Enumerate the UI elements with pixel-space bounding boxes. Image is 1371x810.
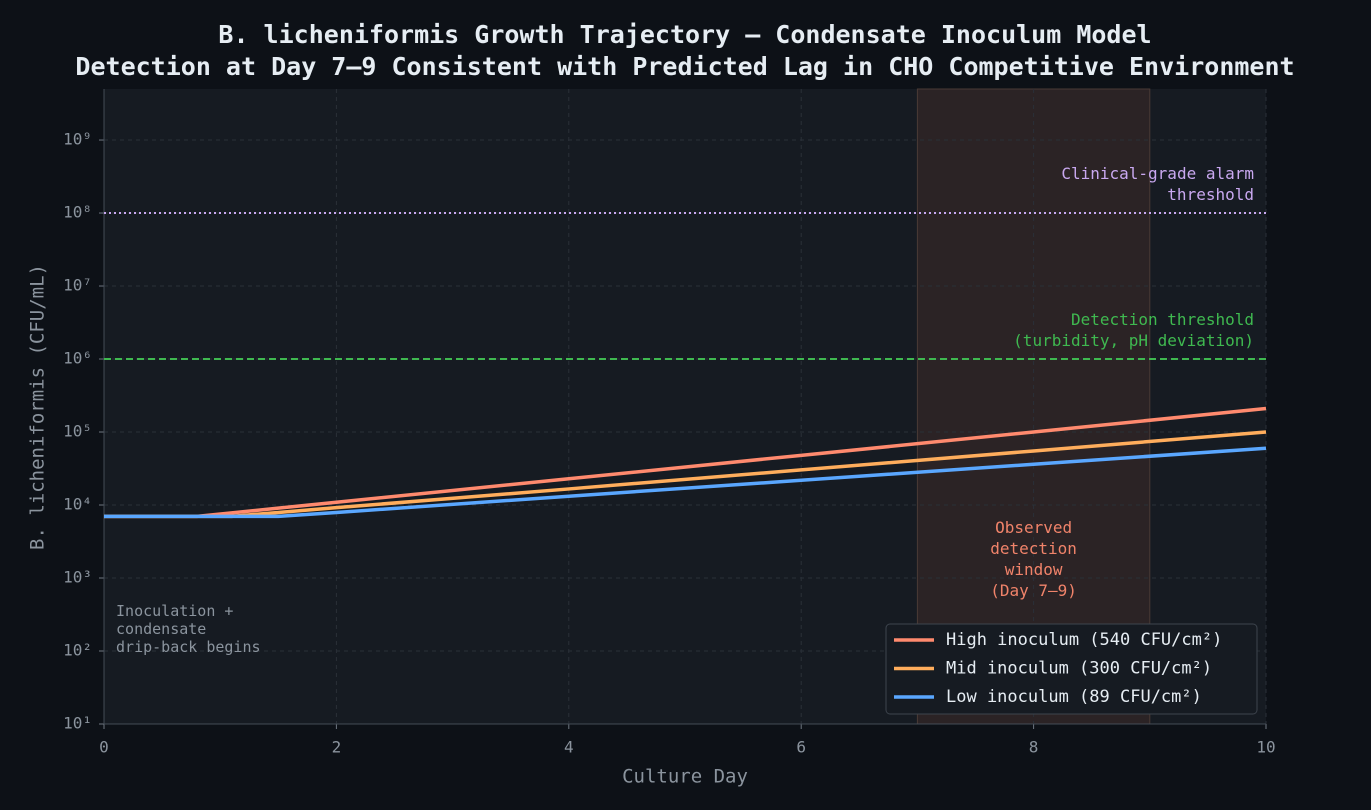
y-tick-label: 10⁹ [63, 130, 92, 149]
legend-label: Low inoculum (89 CFU/cm²) [946, 687, 1202, 707]
y-tick-label: 10⁴ [63, 495, 92, 514]
window-label: Observed detection window (Day 7–9) [990, 518, 1077, 600]
x-tick-label: 4 [564, 738, 574, 757]
y-tick-label: 10⁶ [63, 349, 92, 368]
x-tick-label: 0 [99, 738, 109, 757]
y-tick-label: 10⁷ [63, 276, 92, 295]
annotation: Inoculation + condensate drip-back begins [116, 602, 261, 656]
y-tick-label: 10¹ [63, 714, 92, 733]
series-line [104, 446, 1267, 519]
x-tick-label: 10 [1256, 738, 1275, 757]
x-axis-label: Culture Day [622, 766, 748, 788]
x-tick-label: 2 [332, 738, 342, 757]
x-tick-label: 8 [1029, 738, 1039, 757]
threshold-label: Detection threshold (turbidity, pH deviat… [1013, 310, 1254, 350]
x-tick-label: 6 [796, 738, 806, 757]
threshold-label: Clinical-grade alarm threshold [1061, 164, 1254, 204]
y-tick-label: 10² [63, 641, 92, 660]
chart-subtitle: Detection at Day 7–9 Consistent with Pre… [75, 52, 1294, 81]
y-tick-label: 10³ [63, 568, 92, 587]
y-tick-label: 10⁸ [63, 203, 92, 222]
legend-box [885, 623, 1258, 715]
legend-label: High inoculum (540 CFU/cm²) [946, 630, 1222, 650]
y-axis-label: B. licheniformis (CFU/mL) [27, 264, 49, 550]
y-tick-label: 10⁵ [63, 422, 92, 441]
legend-label: Mid inoculum (300 CFU/cm²) [946, 659, 1212, 679]
chart-title: B. licheniformis Growth Trajectory — Con… [218, 20, 1151, 49]
